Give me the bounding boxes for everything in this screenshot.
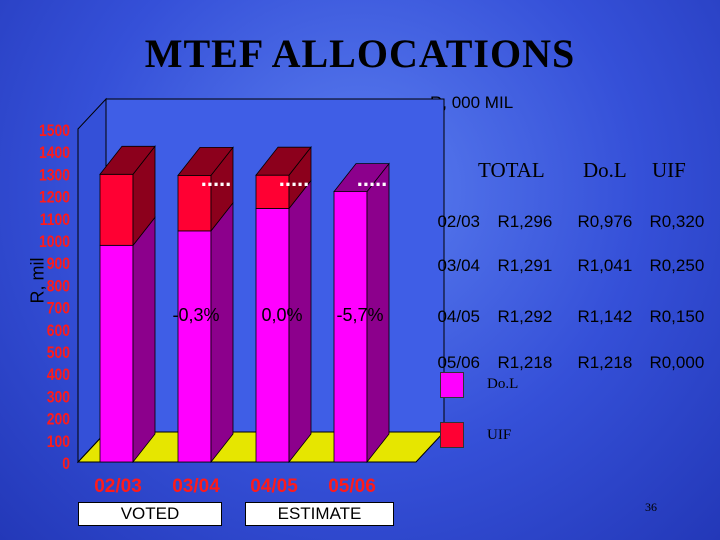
bar-front: [177, 230, 212, 463]
estimate-group-label: ESTIMATE: [245, 502, 394, 526]
table-cell-uif: R0,320: [649, 212, 705, 231]
legend-swatch-uif: [440, 422, 464, 448]
table-cell-year: 02/03: [437, 212, 480, 231]
y-tick-label: 1100: [40, 211, 70, 230]
y-tick-label: 600: [47, 322, 70, 341]
table-cell-total: R1,218: [497, 353, 553, 372]
units-label: R, 000 MIL: [430, 93, 514, 112]
table-cell-year: 05/06: [437, 353, 480, 372]
bar-top: [255, 146, 312, 176]
total-marker: .....: [279, 166, 310, 191]
change-annotation: -5,7%: [336, 305, 383, 325]
y-tick-label: 800: [47, 277, 70, 296]
y-tick-label: 1400: [39, 144, 70, 163]
table-row: 03/04 R1,291 R1,041 R0,250: [428, 236, 704, 276]
table-cell-year: 04/05: [437, 307, 480, 326]
bar-side: [210, 201, 234, 464]
x-tick-label: 02/03: [94, 476, 142, 497]
legend-label-uif: UIF: [487, 427, 512, 443]
y-tick-label: 1000: [39, 233, 70, 252]
bar-front: [255, 174, 290, 209]
y-tick-label: 300: [47, 388, 70, 407]
table-header-uif: UIF: [652, 158, 686, 182]
x-tick-label: 04/05: [250, 476, 298, 497]
bar-front: [255, 208, 290, 463]
table-cell-uif: R0,150: [649, 307, 705, 326]
y-tick-label: 400: [47, 366, 70, 385]
bar-top: [99, 145, 156, 175]
chart-side-wall: [77, 97, 107, 464]
change-annotation: -0,3%: [172, 305, 219, 325]
bar-front: [99, 244, 134, 463]
bar-top: [333, 163, 390, 193]
total-marker: .....: [201, 166, 232, 191]
total-marker: .....: [357, 166, 388, 191]
y-tick-label: 0: [62, 455, 70, 474]
change-annotation: 0,0%: [261, 305, 302, 325]
table-cell-total: R1,296: [497, 212, 553, 231]
y-tick-label: 200: [47, 410, 70, 429]
table-cell-dol: R1,142: [577, 307, 633, 326]
table-row: 05/06 R1,218 R1,218 R0,000: [428, 333, 704, 373]
table-cell-dol: R1,218: [577, 353, 633, 372]
table-row: 04/05 R1,292 R1,142 R0,150: [428, 287, 704, 327]
table-cell-total: R1,291: [497, 256, 553, 275]
bar-top: [177, 146, 234, 176]
slide-title: MTEF ALLOCATIONS: [144, 31, 576, 76]
table-cell-total: R1,292: [497, 307, 553, 326]
table-cell-year: 03/04: [437, 256, 480, 275]
table-cell-uif: R0,000: [649, 353, 705, 372]
table-row: 02/03 R1,296 R0,976 R0,320: [428, 192, 704, 232]
page-number: 36: [645, 500, 657, 514]
bar-front: [99, 173, 134, 246]
bar-side: [132, 216, 156, 464]
y-tick-label: 1500: [39, 122, 70, 141]
table-cell-uif: R0,250: [649, 256, 705, 275]
table-cell-dol: R1,041: [577, 256, 633, 275]
table-header-dol: Do.L: [583, 158, 627, 182]
y-tick-label: 1200: [39, 188, 70, 207]
bar-front: [333, 191, 368, 463]
y-tick-label: 1300: [39, 166, 70, 185]
y-tick-label: 700: [47, 299, 70, 318]
y-tick-label: 500: [47, 344, 70, 363]
x-tick-label: 03/04: [172, 476, 220, 497]
legend-swatch-dol: [440, 372, 464, 398]
table-header-total: TOTAL: [478, 158, 545, 182]
y-tick-label: 100: [47, 433, 70, 452]
table-cell-dol: R0,976: [577, 212, 633, 231]
voted-group-label: VOTED: [78, 502, 222, 526]
x-tick-label: 05/06: [328, 476, 376, 497]
legend-label-dol: Do.L: [487, 376, 519, 392]
y-tick-label: 900: [47, 255, 70, 274]
